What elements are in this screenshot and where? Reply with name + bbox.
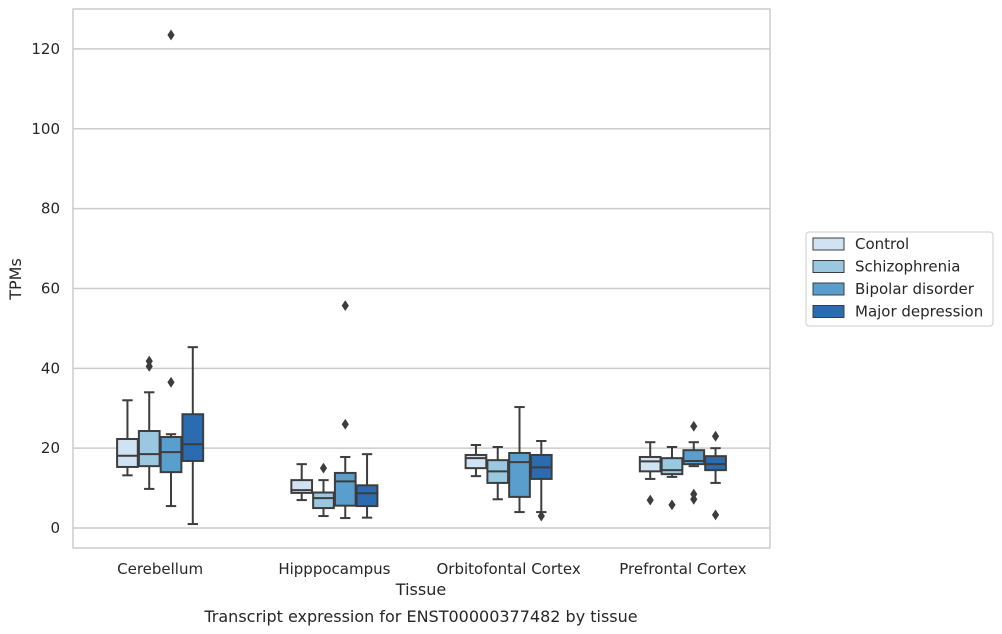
box-bipolar-disorder — [508, 406, 531, 514]
legend-label: Major depression — [855, 303, 983, 321]
outlier-point — [167, 29, 175, 41]
legend-swatch — [812, 282, 845, 296]
box-iqr — [355, 484, 379, 508]
x-axis-label: Tissue — [395, 580, 446, 599]
outlier-point — [537, 510, 545, 522]
y-tick-label: 0 — [50, 519, 60, 537]
legend: Control Schizophrenia Bipolar disorder Majo… — [805, 231, 994, 327]
outlier-point — [690, 420, 698, 432]
boxes — [116, 29, 727, 526]
box-bipolar-disorder — [159, 29, 183, 508]
outlier-point — [341, 300, 349, 312]
box-major-depression — [529, 439, 553, 522]
y-tick-label: 100 — [31, 120, 60, 138]
box-schizophrenia — [137, 355, 161, 490]
box-iqr — [116, 438, 139, 468]
x-tick-label: Prefrontal Cortex — [619, 560, 746, 578]
x-tick-label: Hipppocampus — [278, 560, 390, 578]
box-iqr — [508, 451, 531, 498]
box-control — [638, 441, 662, 506]
y-tick-label: 20 — [41, 439, 60, 457]
plot-frame — [72, 8, 771, 549]
outlier-point — [341, 418, 349, 430]
box-control — [290, 463, 314, 502]
box-control — [116, 399, 139, 477]
box-major-depression — [704, 430, 727, 521]
legend-frame — [805, 231, 994, 327]
legend-label: Schizophrenia — [855, 258, 960, 276]
y-tick-label: 120 — [31, 40, 60, 58]
y-tick-label: 80 — [41, 200, 60, 218]
y-tick-labels: 0 20 40 60 80 100 120 — [31, 40, 60, 537]
box-control — [464, 443, 488, 478]
box-major-depression — [355, 453, 379, 519]
box-iqr — [682, 449, 706, 466]
box-iqr — [333, 471, 357, 507]
x-tick-labels: Cerebellum Hipppocampus Orbitofontal Corte… — [117, 560, 746, 578]
box-schizophrenia — [312, 462, 335, 518]
legend-label: Bipolar disorder — [855, 280, 975, 298]
outlier-point — [690, 488, 698, 500]
y-axis-label: TPMs — [6, 258, 25, 301]
figure-caption: Transcript expression for ENST0000037748… — [203, 607, 637, 626]
box-iqr — [464, 453, 488, 470]
legend-label: Control — [855, 235, 909, 253]
box-bipolar-disorder — [333, 300, 357, 520]
y-tick-label: 60 — [41, 279, 60, 297]
outlier-point — [711, 430, 720, 442]
x-tick-label: Cerebellum — [117, 560, 203, 578]
box-major-depression — [181, 346, 205, 526]
outlier-point — [646, 494, 654, 506]
outlier-point — [319, 462, 328, 474]
box-iqr — [638, 455, 662, 473]
outlier-point — [668, 499, 676, 511]
box-iqr — [137, 430, 161, 468]
outlier-point — [145, 355, 153, 367]
box-schizophrenia — [486, 445, 510, 501]
box-iqr — [181, 413, 205, 462]
y-tick-label: 40 — [41, 359, 60, 377]
legend-swatch — [812, 260, 845, 273]
box-iqr — [159, 436, 183, 474]
box-iqr — [660, 457, 684, 476]
box-iqr — [312, 491, 335, 510]
legend-swatch — [812, 305, 845, 318]
outlier-point — [711, 509, 720, 521]
x-tick-label: Orbitofontal Cortex — [437, 560, 581, 578]
box-schizophrenia — [660, 445, 684, 511]
box-bipolar-disorder — [682, 420, 706, 505]
legend-swatch — [812, 237, 845, 251]
outlier-point — [167, 376, 175, 388]
